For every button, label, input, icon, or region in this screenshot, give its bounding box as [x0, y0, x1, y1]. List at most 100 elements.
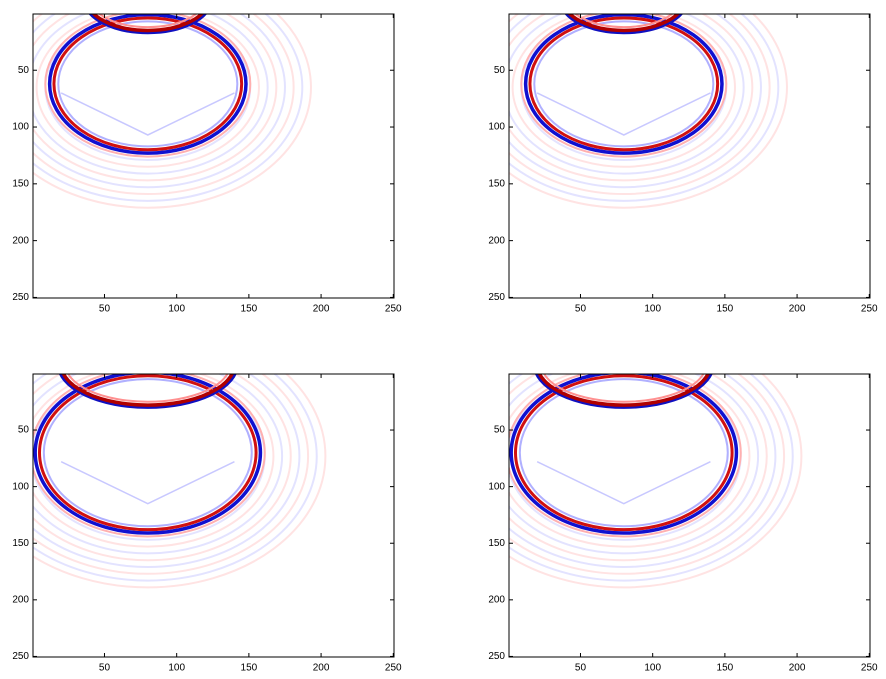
- faint-ring: [33, 14, 312, 209]
- faint-ring: [33, 14, 295, 196]
- x-tick-label: 150: [717, 663, 734, 674]
- x-tick-label: 150: [241, 304, 258, 315]
- wave-arc: [67, 374, 229, 403]
- faint-ring: [509, 374, 786, 575]
- wave-ring: [52, 16, 244, 152]
- x-tick-label: 250: [385, 663, 402, 674]
- wave-ring: [37, 374, 258, 532]
- x-tick-label: 250: [861, 304, 878, 315]
- x-tick-label: 50: [99, 663, 111, 674]
- y-tick-label: 200: [12, 235, 29, 246]
- faint-ring: [33, 374, 301, 568]
- faint-ring: [509, 374, 803, 589]
- y-tick-label: 200: [488, 235, 505, 246]
- wave-ring: [528, 16, 720, 152]
- y-tick-label: 250: [12, 651, 29, 662]
- wave-arc: [534, 374, 713, 409]
- faint-ring: [33, 14, 304, 202]
- wave-line: [536, 461, 711, 505]
- wave-ring: [518, 378, 729, 528]
- wave-ring: [42, 378, 253, 528]
- wave-arc: [61, 374, 234, 407]
- y-tick-label: 50: [494, 425, 506, 436]
- y-tick-label: 200: [488, 594, 505, 605]
- x-tick-label: 100: [644, 663, 661, 674]
- axes-box: [32, 13, 395, 299]
- image-panel: [509, 14, 788, 209]
- faint-ring: [33, 374, 275, 548]
- x-tick-label: 100: [168, 663, 185, 674]
- x-tick-label: 200: [313, 304, 330, 315]
- wave-arc: [543, 374, 705, 403]
- faint-ring: [509, 14, 788, 209]
- wave-ring: [533, 20, 715, 148]
- x-tick-label: 200: [789, 663, 806, 674]
- x-tick-label: 100: [168, 304, 185, 315]
- faint-ring: [33, 14, 278, 182]
- wave-arc: [98, 14, 198, 29]
- faint-ring: [509, 14, 771, 196]
- faint-ring: [509, 374, 751, 548]
- faint-ring: [33, 374, 318, 582]
- axes-box: [32, 373, 395, 658]
- x-tick-label: 200: [789, 304, 806, 315]
- faint-ring: [509, 374, 794, 582]
- wave-arc: [567, 14, 680, 33]
- faint-ring: [33, 374, 292, 562]
- faint-ring: [35, 14, 260, 168]
- y-tick-label: 50: [18, 65, 30, 76]
- faint-ring: [509, 374, 777, 568]
- y-tick-label: 100: [488, 122, 505, 133]
- wave-ring: [57, 20, 239, 148]
- y-tick-label: 100: [12, 122, 29, 133]
- wave-arc: [537, 374, 710, 407]
- faint-ring: [33, 14, 269, 175]
- wave-arc: [564, 14, 684, 35]
- wave-ring: [33, 374, 266, 538]
- wave-line: [60, 461, 235, 505]
- y-tick-label: 200: [12, 594, 29, 605]
- wave-ring: [33, 374, 263, 535]
- x-tick-label: 50: [575, 304, 587, 315]
- y-tick-label: 250: [488, 651, 505, 662]
- x-tick-label: 200: [313, 663, 330, 674]
- faint-ring: [33, 14, 286, 189]
- y-tick-label: 150: [12, 538, 29, 549]
- faint-ring: [509, 14, 762, 189]
- wave-ring: [509, 374, 739, 535]
- image-panel: [33, 14, 312, 209]
- y-tick-label: 150: [488, 178, 505, 189]
- image-panel: [509, 374, 803, 589]
- image-panel: [33, 374, 327, 589]
- axes-box: [508, 13, 871, 299]
- x-tick-label: 250: [385, 304, 402, 315]
- x-tick-label: 50: [99, 304, 111, 315]
- x-tick-label: 150: [241, 663, 258, 674]
- wave-arc: [88, 14, 208, 35]
- y-tick-label: 250: [12, 292, 29, 303]
- wave-ring: [47, 14, 248, 155]
- faint-ring: [509, 14, 780, 202]
- y-tick-label: 100: [488, 481, 505, 492]
- faint-ring: [509, 374, 768, 562]
- wave-ring: [523, 14, 724, 155]
- y-tick-label: 100: [12, 481, 29, 492]
- x-tick-label: 150: [717, 304, 734, 315]
- wave-arc: [91, 14, 204, 33]
- wave-ring: [44, 14, 252, 158]
- y-tick-label: 150: [488, 538, 505, 549]
- y-tick-label: 150: [12, 178, 29, 189]
- wave-line: [536, 92, 711, 136]
- x-tick-label: 250: [861, 663, 878, 674]
- wave-ring: [520, 14, 728, 158]
- faint-ring: [509, 374, 760, 555]
- x-tick-label: 100: [644, 304, 661, 315]
- faint-ring: [509, 14, 745, 175]
- axes-box: [508, 373, 871, 658]
- faint-ring: [33, 374, 284, 555]
- wave-arc: [58, 374, 237, 409]
- x-tick-label: 50: [575, 663, 587, 674]
- wave-arc: [574, 14, 674, 29]
